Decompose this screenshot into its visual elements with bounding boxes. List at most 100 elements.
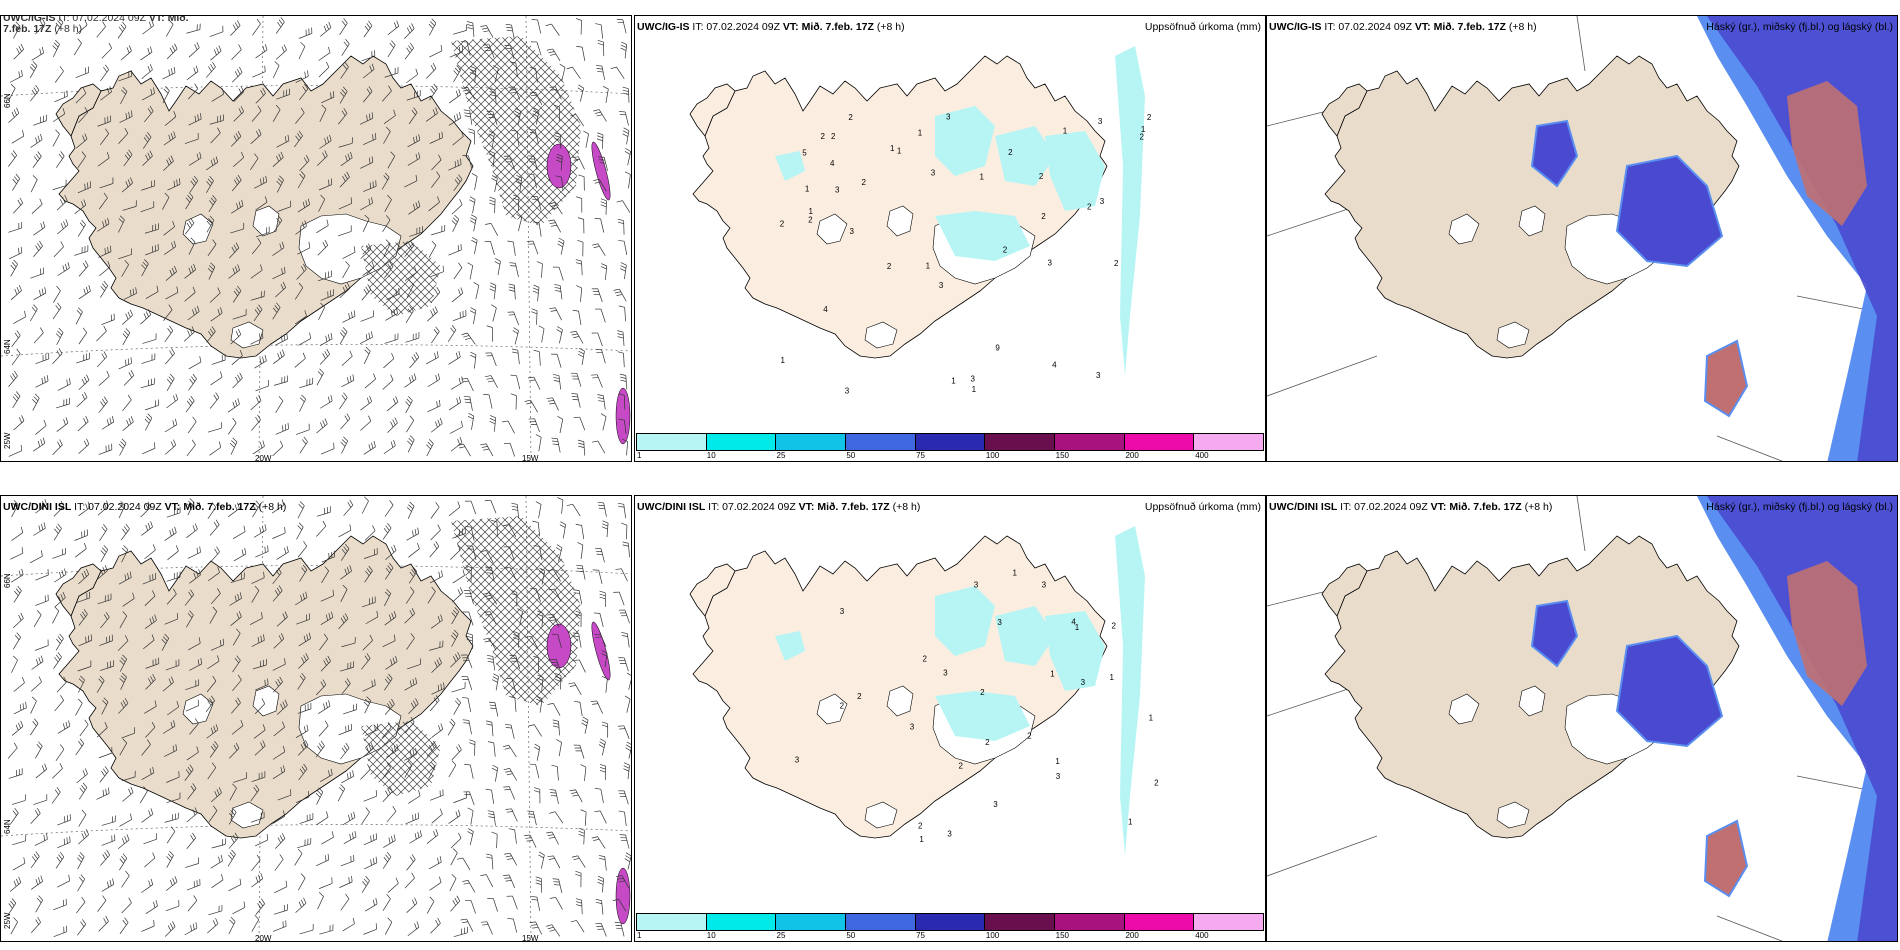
colorbar-swatch bbox=[846, 434, 916, 450]
wind-barb bbox=[185, 192, 194, 210]
precip-value: 1 bbox=[1050, 669, 1055, 678]
wind-barb bbox=[184, 263, 196, 279]
wind-barb bbox=[272, 810, 286, 824]
wind-barb bbox=[363, 548, 378, 559]
wind-barb bbox=[486, 111, 498, 126]
wind-barb bbox=[620, 41, 628, 59]
wind-barb bbox=[404, 174, 418, 188]
graticule-line bbox=[1267, 685, 1358, 717]
wind-barb bbox=[489, 88, 497, 104]
high-cloud-area bbox=[1787, 81, 1867, 226]
colorbar-tick-label: 400 bbox=[1195, 931, 1209, 940]
wind-barb bbox=[340, 543, 350, 561]
glacier-3 bbox=[864, 321, 898, 349]
wind-barb bbox=[31, 655, 44, 670]
wind-barb bbox=[143, 833, 158, 845]
wind-barb bbox=[338, 197, 352, 210]
wind-barb bbox=[272, 658, 286, 671]
wind-barb bbox=[406, 527, 420, 541]
wind-barb bbox=[251, 914, 260, 932]
mid-cloud-inland-2 bbox=[1530, 599, 1579, 668]
hatched-cloud-area-2 bbox=[361, 721, 441, 796]
wind-barb bbox=[408, 200, 421, 215]
wind-barb bbox=[295, 897, 307, 913]
wind-barb bbox=[551, 353, 562, 368]
wind-barb bbox=[13, 632, 21, 650]
wind-barb bbox=[295, 423, 310, 435]
wind-barb bbox=[53, 500, 65, 517]
wind-barb bbox=[163, 304, 173, 321]
wind-barb bbox=[166, 588, 177, 605]
lat-label-25w: 25W bbox=[3, 912, 12, 929]
wind-barb bbox=[598, 855, 607, 871]
wind-barb bbox=[580, 764, 587, 782]
wind-barb bbox=[535, 501, 542, 519]
wind-barb bbox=[340, 893, 350, 911]
wind-barb bbox=[78, 501, 91, 517]
wind-barb bbox=[274, 332, 288, 346]
lat-line-64 bbox=[1, 344, 631, 357]
wind-barb bbox=[406, 854, 416, 871]
wind-barb bbox=[483, 44, 495, 58]
wind-barb bbox=[100, 849, 110, 866]
wind-barb bbox=[449, 874, 457, 892]
colorbar-swatch bbox=[1124, 434, 1195, 450]
glacier-1 bbox=[252, 205, 280, 237]
wind-barb bbox=[341, 637, 356, 648]
wind-barb bbox=[429, 83, 438, 101]
wind-barb bbox=[340, 413, 351, 430]
wind-barb bbox=[78, 285, 91, 300]
wind-barb bbox=[141, 919, 155, 932]
colorbar-tick-label: 100 bbox=[985, 451, 1000, 460]
wind-barb bbox=[141, 442, 156, 455]
wind-barb bbox=[164, 526, 177, 541]
wind-barb bbox=[141, 179, 155, 191]
wind-barb bbox=[626, 672, 631, 690]
wind-barb bbox=[536, 261, 543, 278]
wind-barb bbox=[342, 811, 356, 826]
wind-barb bbox=[231, 719, 244, 735]
wind-barb bbox=[622, 541, 630, 558]
wind-barb bbox=[96, 787, 110, 800]
precip-value: 1 bbox=[1012, 568, 1017, 577]
colorbar-swatch bbox=[985, 434, 1056, 450]
wind-barb bbox=[210, 127, 221, 144]
wind-barb bbox=[57, 836, 71, 849]
precip-value: 2 bbox=[985, 738, 990, 747]
precip-value: 1 bbox=[1128, 817, 1133, 826]
wind-panel-dini-isl: 20W 15W 66N 64N 25W UWC/DINI ISL IT: 07.02.20… bbox=[0, 495, 632, 942]
wind-barb bbox=[188, 42, 200, 58]
wind-barb bbox=[11, 655, 18, 673]
wind-barb bbox=[319, 134, 332, 149]
mid-cloud-inland bbox=[1615, 634, 1724, 748]
wind-barb bbox=[272, 676, 283, 693]
wind-barb bbox=[141, 521, 153, 536]
wind-barb bbox=[119, 654, 127, 672]
precip-value: 3 bbox=[849, 227, 854, 236]
wind-barb bbox=[52, 302, 62, 320]
wind-barb bbox=[486, 325, 493, 342]
wind-barb bbox=[405, 306, 414, 323]
wind-barb bbox=[76, 352, 90, 364]
wind-barb bbox=[545, 23, 560, 36]
precip-area bbox=[1115, 46, 1145, 376]
wind-barb bbox=[207, 762, 217, 780]
wind-barb bbox=[52, 129, 60, 147]
wind-barb bbox=[211, 838, 226, 849]
wind-barb bbox=[528, 418, 540, 432]
wind-barb bbox=[488, 130, 495, 148]
wind-barb bbox=[461, 332, 476, 345]
wind-barb bbox=[33, 610, 42, 628]
wind-barb bbox=[524, 399, 538, 413]
precip-colorbar bbox=[636, 433, 1264, 451]
wind-barb bbox=[162, 720, 176, 734]
wind-barb bbox=[566, 503, 581, 517]
wind-barb bbox=[252, 500, 261, 518]
wind-barb bbox=[384, 500, 394, 517]
wind-barb bbox=[255, 196, 268, 211]
precip-value: 3 bbox=[970, 375, 975, 384]
wind-barb bbox=[507, 240, 516, 256]
wind-barb bbox=[75, 87, 87, 104]
wind-barb bbox=[74, 529, 88, 541]
wind-barb bbox=[429, 876, 442, 891]
